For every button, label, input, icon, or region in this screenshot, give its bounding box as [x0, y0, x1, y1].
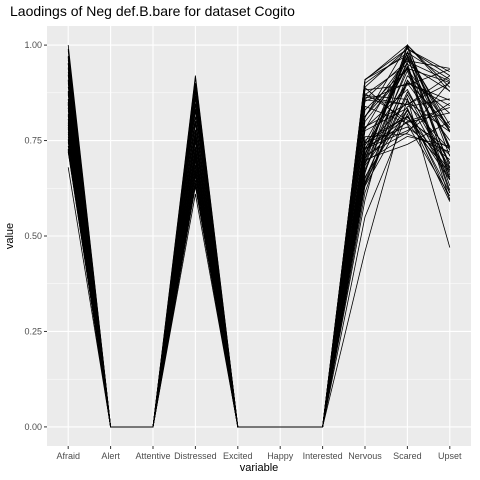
- x-tick-label: Distressed: [174, 451, 217, 461]
- x-tick-label: Nervous: [348, 451, 382, 461]
- y-tick-label: 0.25: [24, 326, 42, 336]
- x-tick-label: Alert: [101, 451, 120, 461]
- chart-title: Laodings of Neg def.B.bare for dataset C…: [10, 3, 295, 19]
- x-tick-label: Interested: [303, 451, 343, 461]
- y-tick-label: 0.75: [24, 136, 42, 146]
- series-lines: [67, 43, 451, 428]
- x-axis: Afraid Alert Attentive Distressed Excited Hap…: [56, 446, 462, 461]
- y-tick-label: 1.00: [24, 40, 42, 50]
- x-tick-label: Upset: [438, 451, 462, 461]
- y-axis: 0.00 0.25 0.50 0.75 1.00: [24, 40, 47, 432]
- y-axis-title: value: [4, 223, 16, 249]
- series-line: [67, 82, 450, 428]
- x-tick-label: Afraid: [56, 451, 80, 461]
- x-axis-title: variable: [240, 462, 279, 474]
- y-tick-label: 0.50: [24, 231, 42, 241]
- x-tick-label: Excited: [223, 451, 253, 461]
- x-tick-label: Attentive: [135, 451, 170, 461]
- y-tick-label: 0.00: [24, 422, 42, 432]
- x-tick-label: Happy: [267, 451, 294, 461]
- x-tick-label: Scared: [393, 451, 422, 461]
